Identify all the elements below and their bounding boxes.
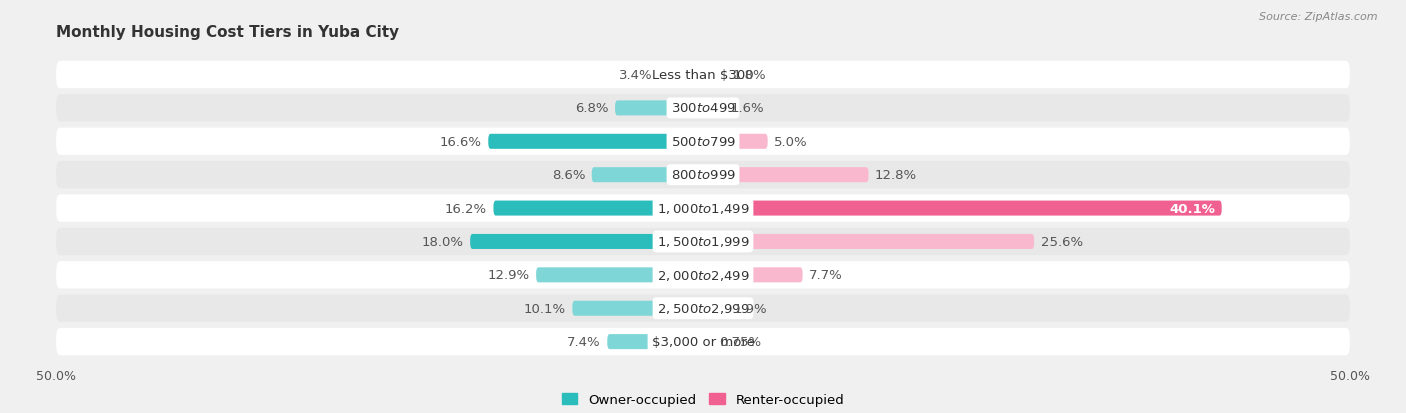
- Text: 1.9%: 1.9%: [734, 302, 768, 315]
- FancyBboxPatch shape: [494, 201, 703, 216]
- FancyBboxPatch shape: [488, 135, 703, 150]
- FancyBboxPatch shape: [703, 235, 1035, 249]
- FancyBboxPatch shape: [592, 168, 703, 183]
- Text: 16.2%: 16.2%: [444, 202, 486, 215]
- Text: Less than $300: Less than $300: [652, 69, 754, 82]
- FancyBboxPatch shape: [56, 328, 1350, 356]
- FancyBboxPatch shape: [56, 295, 1350, 322]
- Text: 40.1%: 40.1%: [1170, 202, 1215, 215]
- FancyBboxPatch shape: [659, 68, 703, 83]
- Text: 0.75%: 0.75%: [720, 335, 761, 348]
- Text: 5.0%: 5.0%: [775, 135, 808, 148]
- FancyBboxPatch shape: [56, 228, 1350, 256]
- FancyBboxPatch shape: [56, 62, 1350, 89]
- FancyBboxPatch shape: [703, 201, 1222, 216]
- FancyBboxPatch shape: [607, 334, 703, 349]
- Legend: Owner-occupied, Renter-occupied: Owner-occupied, Renter-occupied: [561, 394, 845, 406]
- FancyBboxPatch shape: [56, 95, 1350, 122]
- FancyBboxPatch shape: [703, 301, 727, 316]
- Text: 1.6%: 1.6%: [730, 102, 763, 115]
- Text: 8.6%: 8.6%: [551, 169, 585, 182]
- FancyBboxPatch shape: [56, 161, 1350, 189]
- FancyBboxPatch shape: [703, 268, 803, 282]
- Text: 16.6%: 16.6%: [440, 135, 482, 148]
- FancyBboxPatch shape: [572, 301, 703, 316]
- Text: 3.4%: 3.4%: [619, 69, 652, 82]
- Text: Monthly Housing Cost Tiers in Yuba City: Monthly Housing Cost Tiers in Yuba City: [56, 25, 399, 40]
- FancyBboxPatch shape: [703, 168, 869, 183]
- Text: 12.8%: 12.8%: [875, 169, 917, 182]
- Text: 25.6%: 25.6%: [1040, 235, 1083, 248]
- FancyBboxPatch shape: [703, 68, 727, 83]
- Text: $300 to $499: $300 to $499: [671, 102, 735, 115]
- Text: 7.4%: 7.4%: [567, 335, 600, 348]
- FancyBboxPatch shape: [703, 135, 768, 150]
- Text: 12.9%: 12.9%: [488, 269, 530, 282]
- Text: 6.8%: 6.8%: [575, 102, 609, 115]
- FancyBboxPatch shape: [703, 334, 713, 349]
- FancyBboxPatch shape: [56, 195, 1350, 222]
- Text: 7.7%: 7.7%: [808, 269, 842, 282]
- Text: $1,500 to $1,999: $1,500 to $1,999: [657, 235, 749, 249]
- FancyBboxPatch shape: [56, 261, 1350, 289]
- FancyBboxPatch shape: [703, 101, 724, 116]
- FancyBboxPatch shape: [536, 268, 703, 282]
- Text: Source: ZipAtlas.com: Source: ZipAtlas.com: [1260, 12, 1378, 22]
- Text: $2,000 to $2,499: $2,000 to $2,499: [657, 268, 749, 282]
- FancyBboxPatch shape: [470, 235, 703, 249]
- Text: $2,500 to $2,999: $2,500 to $2,999: [657, 301, 749, 316]
- Text: $800 to $999: $800 to $999: [671, 169, 735, 182]
- Text: $3,000 or more: $3,000 or more: [651, 335, 755, 348]
- Text: 10.1%: 10.1%: [524, 302, 565, 315]
- FancyBboxPatch shape: [56, 128, 1350, 156]
- FancyBboxPatch shape: [614, 101, 703, 116]
- Text: 1.8%: 1.8%: [733, 69, 766, 82]
- Text: $1,000 to $1,499: $1,000 to $1,499: [657, 202, 749, 216]
- Text: 18.0%: 18.0%: [422, 235, 464, 248]
- Text: $500 to $799: $500 to $799: [671, 135, 735, 148]
